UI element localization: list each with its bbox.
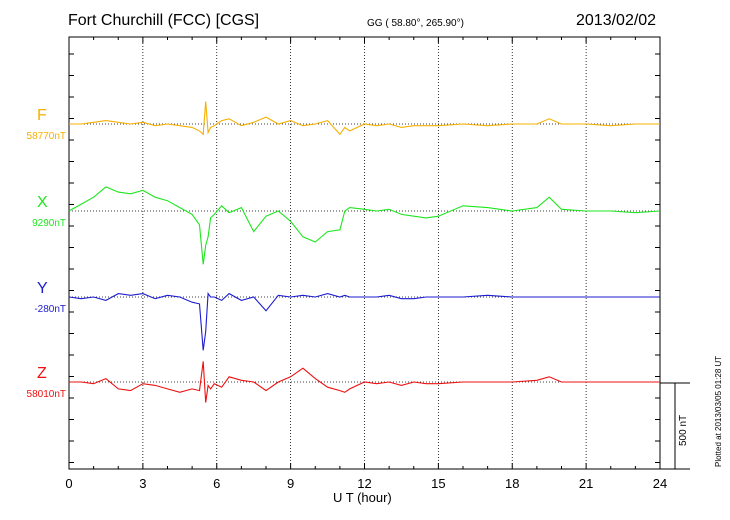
scale-bar-label: 500 nT	[678, 414, 689, 446]
channel-baseline-x: 9290nT	[32, 218, 66, 229]
x-axis-label: U T (hour)	[333, 490, 392, 505]
x-tick-label: 15	[431, 476, 445, 491]
channel-label-y: Y	[37, 280, 48, 297]
channel-label-x: X	[37, 194, 48, 211]
plot-date: 2013/02/02	[576, 12, 657, 29]
series-line-x	[68, 186, 661, 265]
plotted-timestamp: Plotted at 2013/03/05 01:28 UT	[714, 355, 723, 467]
series-line-y	[68, 292, 660, 351]
series-line-z	[69, 361, 660, 403]
x-tick-label: 24	[653, 476, 667, 491]
station-coordinates: GG ( 58.80°, 265.90°)	[367, 18, 464, 29]
channel-baseline-z: 58010nT	[26, 389, 66, 400]
x-tick-label: 21	[579, 476, 593, 491]
station-title: Fort Churchill (FCC) [CGS]	[68, 12, 260, 29]
x-tick-label: 6	[213, 476, 220, 491]
x-tick-label: 9	[287, 476, 294, 491]
channel-label-f: F	[37, 107, 47, 124]
x-tick-label: 18	[505, 476, 519, 491]
x-tick-label: 12	[357, 476, 371, 491]
x-tick-label: 0	[65, 476, 72, 491]
x-tick-label: 3	[139, 476, 146, 491]
series-line-f	[69, 101, 660, 136]
channel-baseline-f: 58770nT	[26, 131, 66, 142]
channel-baseline-y: -280nT	[34, 304, 66, 315]
channel-label-z: Z	[37, 365, 47, 382]
